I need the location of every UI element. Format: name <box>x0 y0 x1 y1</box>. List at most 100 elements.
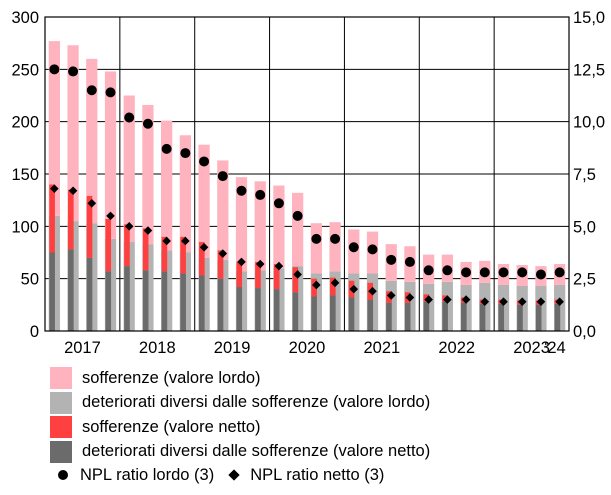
bar-net-bad <box>161 236 168 272</box>
y-right-tick-label: 12,5 <box>573 61 605 79</box>
circle-marker-icon <box>58 470 68 480</box>
ratio-gross-point <box>86 85 97 96</box>
bar-gross-bad <box>254 181 266 271</box>
bar-net-bad <box>86 195 93 258</box>
ratio-net-point <box>143 226 153 235</box>
bar-net-other <box>124 266 130 331</box>
legend-item-gross-bad-loans: sofferenze (valore lordo) <box>50 366 605 391</box>
plot-frame <box>44 16 570 332</box>
bar-net-other <box>292 292 299 331</box>
ratio-gross-point <box>479 267 490 278</box>
y-left-tick-label: 100 <box>11 218 39 236</box>
bar-gross-bad <box>179 135 191 253</box>
legend-label-ratio-net: NPL ratio netto (3) <box>250 465 385 484</box>
bar-net-bad <box>217 250 224 279</box>
x-tick-label: 2022 <box>438 339 475 357</box>
bar-gross-bad <box>86 58 98 224</box>
legend-item-ratio-net: NPL ratio netto (3) <box>214 466 384 485</box>
left-axis-ticks: 0 50 100 150 200 250 300 <box>11 9 39 341</box>
ratio-net-point <box>368 286 377 296</box>
x-tick-label: 2023 <box>513 339 550 357</box>
ratio-net-point <box>536 297 546 306</box>
bar-net-other <box>348 297 355 331</box>
legend-swatch-net-other-npl <box>50 440 72 463</box>
legend-item-gross-other-npl: deteriorati diversi dalle sofferenze (va… <box>50 391 605 416</box>
ratio-net-point <box>349 284 359 294</box>
bar-net-bad <box>255 261 261 289</box>
bar-net-other <box>180 273 186 331</box>
bar-net-other <box>423 301 430 331</box>
bar-gross-bad <box>273 185 285 269</box>
ratio-net-point <box>443 295 452 304</box>
ratio-net-point <box>386 291 396 300</box>
y-left-tick-label: 50 <box>21 271 39 289</box>
ratio-net-point <box>312 280 321 290</box>
legend-label-ratio-gross: NPL ratio lordo (3) <box>80 465 215 484</box>
legend-swatch-gross-other-npl <box>50 391 72 414</box>
bar-gross-bad <box>235 177 248 272</box>
ratio-gross-point <box>348 242 359 253</box>
y-left-tick-label: 200 <box>11 114 39 132</box>
bar-net-other <box>311 296 317 331</box>
ratio-gross-point <box>49 64 60 75</box>
bar-net-bad <box>236 261 243 288</box>
ratio-gross-point <box>367 244 378 255</box>
bar-net-other <box>554 303 561 331</box>
ratio-gross-point <box>517 267 528 278</box>
legend-label-gross-bad-loans: sofferenze (valore lordo) <box>82 368 261 387</box>
bar-net-bad <box>311 278 317 297</box>
ratio-net-point <box>124 222 134 231</box>
bar-net-bad <box>330 277 336 296</box>
ratio-gross-point <box>330 233 341 244</box>
x-tick-label: 2021 <box>363 339 400 357</box>
bar-gross-bad <box>329 222 341 272</box>
bar-net-other <box>142 270 149 331</box>
bar-net-other <box>161 271 168 331</box>
legend-item-ratio-gross: NPL ratio lordo (3) <box>58 466 214 485</box>
bars <box>48 41 566 331</box>
y-right-tick-label: 2,5 <box>573 271 596 289</box>
bar-gross-bad <box>142 104 154 245</box>
ratio-net-point <box>237 257 246 267</box>
bar-gross-bad <box>310 223 322 274</box>
legend-item-net-bad-loans: sofferenze (valore netto) <box>50 415 605 440</box>
ratio-net-point <box>106 211 115 221</box>
x-axis-ticks: 2017 2018 2019 2020 2021 2022 2023'24 <box>64 339 566 357</box>
ratio-net-point <box>461 295 471 304</box>
legend-swatch-net-bad-loans <box>50 416 72 439</box>
y-left-tick-label: 150 <box>11 166 39 184</box>
bar-net-other <box>498 303 505 331</box>
bar-net-other <box>68 249 74 331</box>
ratio-markers <box>49 64 565 306</box>
ratio-gross-point <box>311 233 322 244</box>
y-right-tick-label: 15,0 <box>573 9 605 27</box>
ratio-net-point <box>50 184 59 193</box>
bar-net-other <box>404 302 411 331</box>
x-tick-label: '24 <box>544 339 566 357</box>
ratio-gross-point <box>105 87 116 98</box>
ratio-gross-point <box>142 118 153 129</box>
bar-net-other <box>49 252 55 331</box>
ratio-gross-point <box>124 112 135 123</box>
bar-net-bad <box>180 236 186 274</box>
bar-net-other <box>386 302 392 331</box>
ratio-net-point <box>293 270 302 279</box>
bar-net-other <box>517 304 523 331</box>
bar-net-bad <box>292 267 299 293</box>
bar-gross-bad <box>292 192 304 267</box>
ratio-net-point <box>181 236 190 246</box>
bar-net-other <box>461 302 467 331</box>
y-right-tick-label: 10,0 <box>573 114 605 132</box>
bar-gross-bad <box>198 144 210 258</box>
ratio-gross-point <box>217 171 228 182</box>
ratio-gross-point <box>498 267 509 278</box>
ratio-gross-point <box>404 256 415 267</box>
bar-net-other <box>330 295 336 331</box>
ratio-gross-point <box>554 267 565 278</box>
bar-net-bad <box>273 264 280 290</box>
legend-label-net-bad-loans: sofferenze (valore netto) <box>82 417 261 436</box>
bar-net-bad <box>105 219 112 272</box>
ratio-gross-point <box>386 254 397 265</box>
plot-border <box>44 16 570 332</box>
